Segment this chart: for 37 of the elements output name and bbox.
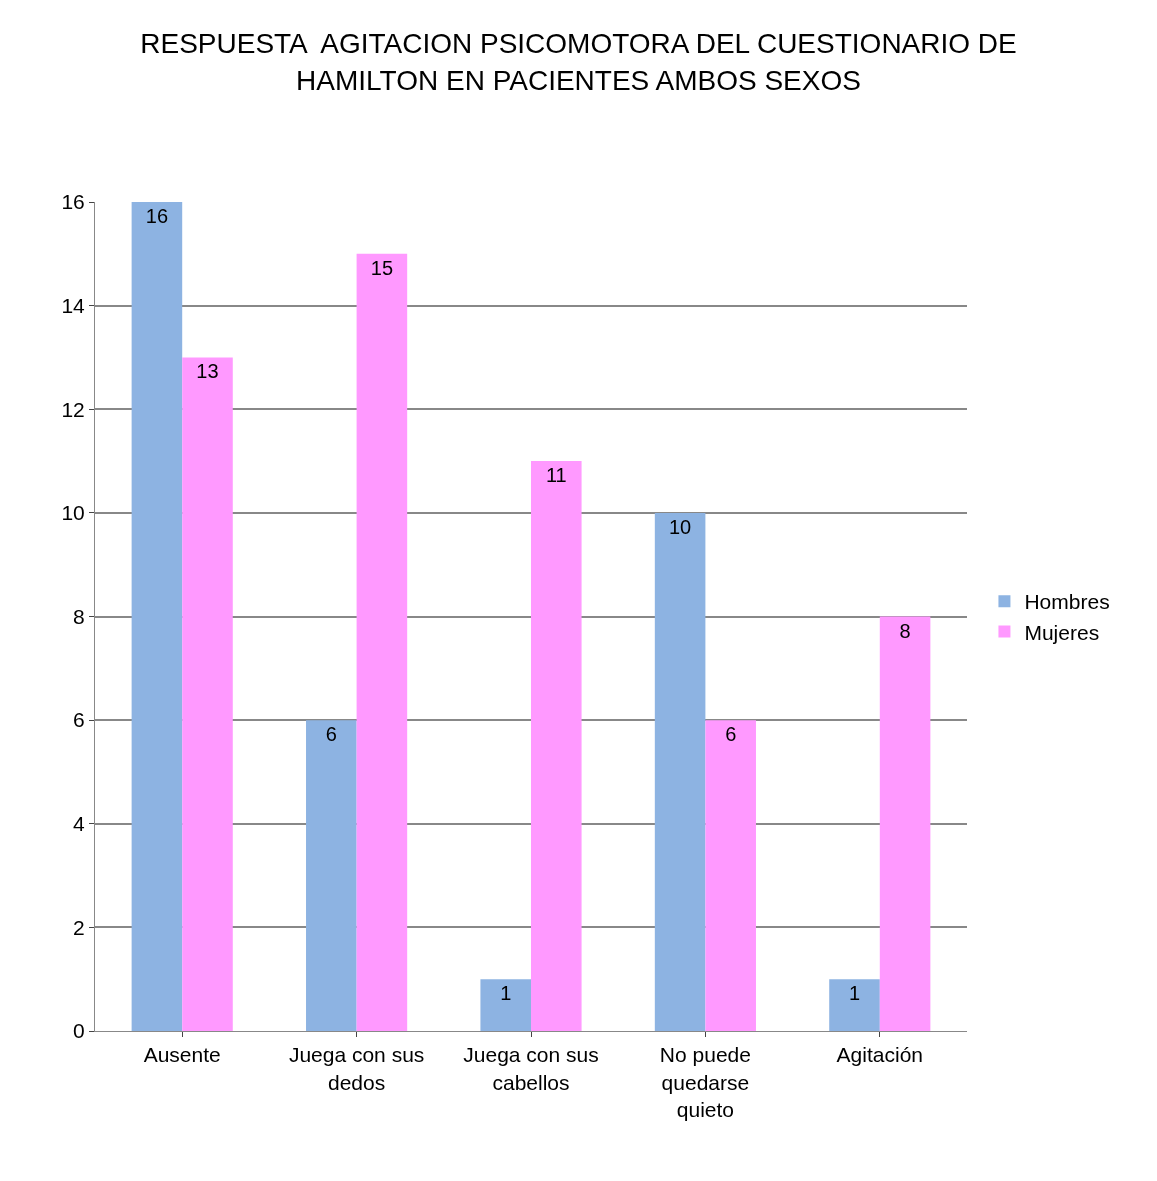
chart-title: RESPUESTA AGITACION PSICOMOTORA DEL CUESTIONARIO DE HAMILTON EN PACIENTES AMBOS SEXOS [140,28,1017,96]
data-label: 13 [196,360,219,383]
y-tick-label: 8 [73,604,85,628]
data-label: 16 [145,205,169,227]
x-tick-label: No puede quedarse quieto [659,1043,751,1121]
bar [879,616,931,1031]
y-tick-label: 2 [73,915,85,939]
bar [306,720,357,1031]
data-label: 11 [545,464,567,487]
y-tick-label: 12 [61,397,85,421]
y-tick-label: 14 [61,293,86,317]
bar [131,202,183,1031]
data-label: 8 [899,619,911,642]
x-tick-label: Agitación [836,1043,923,1067]
data-label: 10 [668,515,692,538]
legend-label: Hombres [1024,590,1110,614]
data-label: 6 [325,723,337,746]
y-tick-label: 4 [73,812,86,836]
x-tick-label: Juega con sus dedos [288,1043,425,1094]
data-label: 15 [370,256,394,279]
bar [654,512,706,1031]
bar [480,979,531,1031]
y-tick-label: 16 [61,190,85,214]
bar [356,253,408,1031]
y-tick-label: 0 [73,1019,85,1043]
bar [829,979,880,1031]
x-tick-label: Juega con sus cabellos [463,1043,599,1094]
bar [182,357,233,1031]
y-tick-label: 6 [73,708,85,732]
bar [705,720,756,1031]
y-tick-label: 10 [61,501,85,525]
data-label: 6 [725,723,737,746]
x-tick-label: Ausente [143,1043,221,1067]
bar [531,461,582,1031]
data-label: 1 [848,982,861,1005]
data-label: 1 [500,982,512,1005]
legend-label: Mujeres [1024,620,1100,644]
